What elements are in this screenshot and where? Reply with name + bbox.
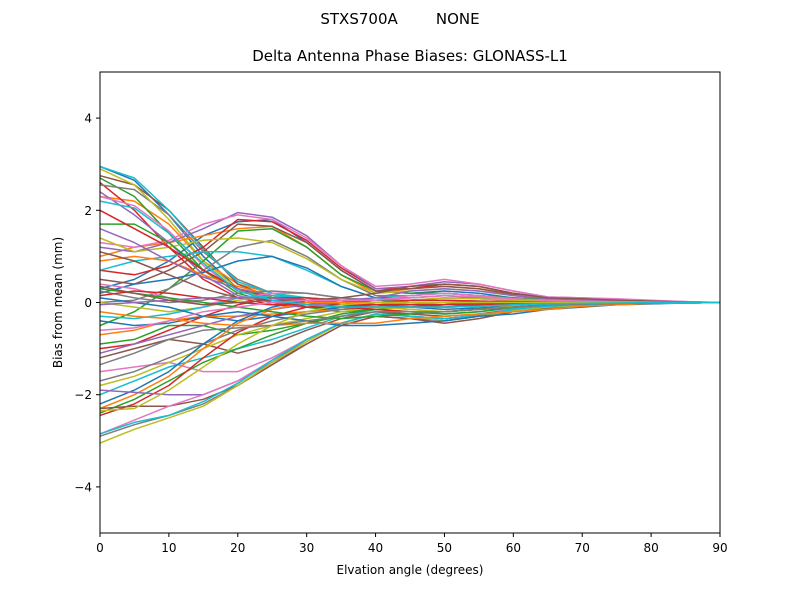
x-tick-label: 50 [437, 541, 452, 555]
series-layer [99, 165, 721, 444]
x-tick-label: 80 [643, 541, 658, 555]
series-line [99, 301, 721, 327]
y-axis-ticks: −4 −2 0 2 4 [74, 112, 100, 494]
series-line [99, 301, 721, 359]
y-tick-label: 4 [84, 112, 92, 126]
chart-title: Delta Antenna Phase Biases: GLONASS-L1 [252, 47, 568, 65]
x-tick-label: 20 [230, 541, 245, 555]
y-axis-label: Bias from mean (mm) [51, 237, 65, 368]
x-tick-label: 70 [575, 541, 590, 555]
series-line [99, 283, 721, 306]
x-tick-label: 0 [96, 541, 104, 555]
figure-suptitle: STXS700A NONE [320, 10, 480, 28]
x-tick-label: 40 [368, 541, 383, 555]
x-tick-label: 30 [299, 541, 314, 555]
y-tick-label: 0 [84, 296, 92, 310]
x-tick-label: 90 [712, 541, 727, 555]
x-axis-label: Elvation angle (degrees) [337, 563, 484, 577]
y-tick-label: −4 [74, 480, 92, 494]
x-tick-label: 10 [161, 541, 176, 555]
series-line [99, 214, 721, 304]
series-line [99, 200, 720, 308]
series-line [99, 301, 720, 366]
series-line [99, 292, 720, 331]
x-tick-label: 60 [506, 541, 521, 555]
x-axis-ticks: 0 10 20 30 40 50 60 70 80 90 [96, 533, 728, 555]
y-tick-label: −2 [74, 388, 92, 402]
y-tick-label: 2 [84, 204, 92, 218]
